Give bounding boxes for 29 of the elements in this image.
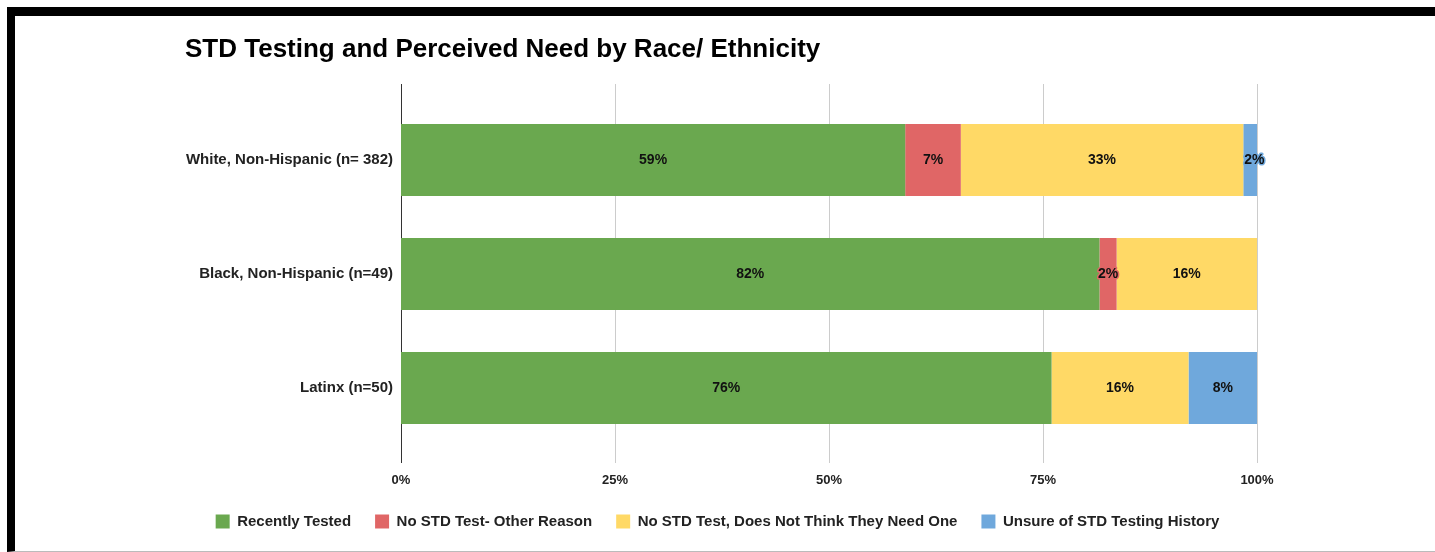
x-tick-label: 0%: [391, 472, 411, 488]
data-label: 8%: [1212, 378, 1234, 395]
bar: [401, 124, 906, 196]
data-label: 16%: [1172, 264, 1202, 281]
data-label: 76%: [712, 378, 741, 395]
y-tick-label: White, Non-Hispanic (n= 382): [185, 150, 393, 168]
y-tick-label: Latinx (n=50): [300, 378, 393, 396]
legend-label: No STD Test- Other Reason: [396, 511, 593, 529]
bar: [960, 124, 1244, 196]
data-label: 82%: [736, 264, 765, 281]
legend-label: Recently Tested: [237, 511, 352, 529]
data-label: 59%: [639, 150, 668, 167]
bar: [401, 238, 1100, 310]
bar: [1116, 238, 1257, 310]
data-label: 33%: [1088, 150, 1117, 167]
bar: [1051, 352, 1189, 424]
y-tick-label: Black, Non-Hispanic (n=49): [199, 264, 393, 282]
bar: [401, 352, 1052, 424]
data-label: 16%: [1106, 378, 1135, 395]
legend-label: No STD Test, Does Not Think They Need One: [637, 511, 958, 529]
bar: [905, 124, 961, 196]
x-tick-label: 75%: [1029, 472, 1057, 488]
bar: [1188, 352, 1257, 424]
x-tick-label: 100%: [1240, 472, 1275, 488]
x-tick-label: 50%: [815, 472, 843, 488]
legend-label: Unsure of STD Testing History: [1002, 511, 1220, 529]
data-label: 7%: [922, 150, 944, 167]
x-tick-label: 25%: [601, 472, 629, 488]
chart-title: STD Testing and Perceived Need by Race/ Ethnicity: [185, 33, 821, 64]
